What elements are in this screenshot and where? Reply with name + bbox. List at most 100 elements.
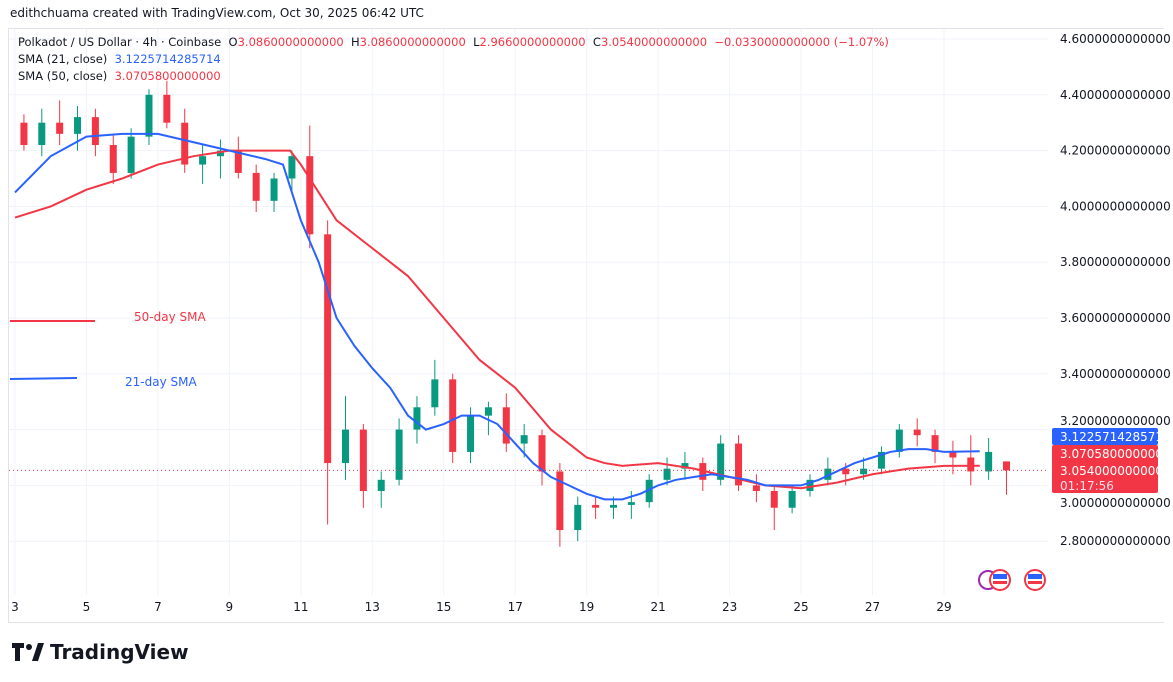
sma50-legend-row[interactable]: SMA (50, close) 3.0705800000000 xyxy=(18,68,889,85)
candle-body xyxy=(574,504,582,531)
x-tick-label: 23 xyxy=(722,600,737,614)
candle-body xyxy=(413,407,421,430)
x-tick-label: 7 xyxy=(154,600,162,614)
sma21-value: 3.1225714285714 xyxy=(114,52,221,66)
us-flag-event-icon[interactable] xyxy=(989,569,1011,591)
x-tick-label: 29 xyxy=(936,600,951,614)
candle-body xyxy=(824,468,832,480)
candle-body xyxy=(645,479,653,503)
candle-body xyxy=(877,451,885,469)
candle-body xyxy=(985,451,993,472)
sma50-label: SMA (50, close) xyxy=(18,69,108,83)
candle-body xyxy=(234,150,242,173)
candle-body xyxy=(288,156,296,179)
symbol-legend-row: Polkadot / US Dollar · 4h · Coinbase O3.… xyxy=(18,34,889,51)
flag-stripe xyxy=(993,581,1007,584)
candle-body xyxy=(306,156,314,235)
sma21-line xyxy=(14,132,980,501)
y-tick-label: 3.2000000000000 xyxy=(1060,414,1171,428)
y-tick-label: 3.8000000000000 xyxy=(1060,255,1171,269)
open-value: 3.0860000000000 xyxy=(237,35,344,49)
y-tick-label: 3.0000000000000 xyxy=(1060,496,1171,510)
chart-legend: Polkadot / US Dollar · 4h · Coinbase O3.… xyxy=(18,34,889,85)
x-tick-label: 19 xyxy=(579,600,594,614)
candle-body xyxy=(109,145,117,173)
x-tick-label: 25 xyxy=(793,600,808,614)
candle-body xyxy=(931,435,939,452)
candle-body xyxy=(663,468,671,480)
candle-body xyxy=(556,471,564,531)
candle-body xyxy=(270,178,278,201)
candle-body xyxy=(592,504,600,508)
candle-body xyxy=(431,379,439,408)
candle-body xyxy=(860,468,868,475)
tradingview-logo-icon xyxy=(12,643,44,661)
candle-body xyxy=(252,172,260,201)
sma21-badge-text: 3.1225714285714 xyxy=(1060,430,1171,444)
x-tick-label: 27 xyxy=(865,600,880,614)
us-flag-event-icon[interactable] xyxy=(1024,569,1046,591)
candle-body xyxy=(56,122,64,134)
y-tick-label: 4.2000000000000 xyxy=(1060,144,1171,158)
candle-body xyxy=(181,122,189,165)
x-tick-label: 9 xyxy=(226,600,234,614)
candle-body xyxy=(842,468,850,475)
candle-body xyxy=(520,435,528,444)
candle-body xyxy=(91,117,99,146)
logo-text: TradingView xyxy=(50,640,189,664)
sma50-badge-text: 3.0705800000000 xyxy=(1060,447,1171,461)
symbol-title[interactable]: Polkadot / US Dollar · 4h · Coinbase xyxy=(18,35,222,49)
y-tick-label: 4.6000000000000 xyxy=(1060,32,1171,46)
last-price-badge-text: 3.0540000000000 xyxy=(1060,464,1171,478)
x-tick-label: 5 xyxy=(83,600,91,614)
y-tick-label: 2.8000000000000 xyxy=(1060,534,1171,548)
candle-body xyxy=(681,463,689,469)
candle-body xyxy=(324,234,332,464)
candle-body xyxy=(717,443,725,480)
candle-body xyxy=(752,485,760,491)
candle-body xyxy=(967,457,975,472)
open-label: O xyxy=(228,35,238,49)
candle-body xyxy=(788,490,796,508)
close-value: 3.0540000000000 xyxy=(600,35,708,49)
x-tick-label: 21 xyxy=(650,600,665,614)
x-tick-label: 13 xyxy=(365,600,380,614)
high-value: 3.0860000000000 xyxy=(359,35,466,49)
candle-body xyxy=(913,429,921,436)
countdown-text: 01:17:56 xyxy=(1060,479,1114,493)
candle-body xyxy=(216,150,224,157)
close-label: C xyxy=(592,35,601,49)
sma50-line xyxy=(14,149,980,490)
last-price-badge xyxy=(1052,445,1158,493)
tradingview-logo[interactable]: TradingView xyxy=(12,640,189,664)
candle-body xyxy=(449,379,457,452)
flag-canton xyxy=(1028,574,1042,579)
change-value: −0.0330000000000 (−1.07%) xyxy=(714,35,889,49)
sma21-legend-row[interactable]: SMA (21, close) 3.1225714285714 xyxy=(18,51,889,68)
flag-circle xyxy=(1024,569,1046,591)
candle-body xyxy=(359,429,367,491)
candle-body xyxy=(74,117,82,134)
candle-body xyxy=(502,407,510,444)
candle-body xyxy=(145,94,153,137)
high-label: H xyxy=(351,35,360,49)
candle-body xyxy=(895,429,903,452)
x-tick-label: 3 xyxy=(11,600,19,614)
y-tick-label: 4.4000000000000 xyxy=(1060,88,1171,102)
x-tick-label: 15 xyxy=(436,600,451,614)
sma21-price-badge xyxy=(1052,428,1158,445)
sma50-annotation: 50-day SMA xyxy=(134,310,206,324)
candle-body xyxy=(38,122,46,146)
candle-body xyxy=(627,502,635,505)
candle-body xyxy=(770,490,778,508)
candle-body xyxy=(342,429,350,464)
x-tick-label: 11 xyxy=(293,600,308,614)
chart-frame[interactable] xyxy=(8,28,1164,623)
low-value: 2.9660000000000 xyxy=(479,35,586,49)
candle-body xyxy=(377,479,385,491)
candle-body xyxy=(127,136,135,173)
y-tick-label: 3.6000000000000 xyxy=(1060,311,1171,325)
flag-canton xyxy=(993,574,1007,579)
x-tick-label: 17 xyxy=(508,600,523,614)
